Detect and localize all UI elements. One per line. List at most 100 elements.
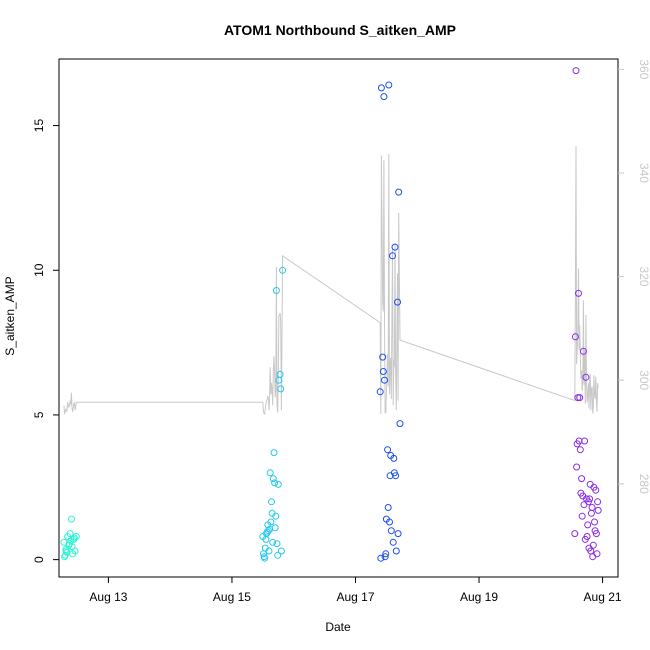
data-point [575,437,583,445]
data-point [395,188,403,196]
series-line [63,145,599,416]
data-point [380,93,388,101]
y2-tick-label: 280 [637,474,650,494]
plot-frame [58,58,619,578]
data-point [578,475,586,483]
data-point [571,530,579,538]
data-point [579,347,587,355]
data-point [265,547,273,555]
data-point-layer [60,67,602,562]
data-point [587,509,595,517]
data-point [379,368,387,375]
data-point [394,530,402,538]
y-tick-label: 0 [32,556,46,563]
data-point [580,501,588,509]
data-point [391,243,399,251]
data-point [593,550,601,558]
data-point [274,551,282,559]
data-point [572,67,580,75]
data-point [387,452,395,459]
data-point [576,446,584,454]
data-point [271,479,279,487]
x-tick-label: Aug 19 [460,590,498,604]
data-point [390,469,398,477]
data-point [585,544,593,552]
data-point [592,530,600,538]
data-point [584,521,592,529]
secondary-y-axis: 280 300 320 340 360 [618,59,650,494]
data-point [578,512,586,520]
data-point [582,373,590,381]
data-point [261,554,269,562]
data-point [594,506,602,514]
data-point [590,483,598,491]
data-point [386,518,393,526]
data-point [266,469,274,477]
data-point [271,524,279,532]
y-tick-label: 5 [32,411,46,418]
y-axis: 0 5 10 15 [32,119,59,563]
data-point [394,298,401,306]
data-point [377,554,385,562]
data-point [594,498,602,506]
data-point [377,84,385,92]
data-point [387,527,395,535]
data-point [381,376,388,384]
data-point [573,463,581,471]
data-point [274,480,282,488]
data-point [586,495,594,503]
data-point [589,541,597,549]
data-point [583,495,590,503]
y-tick-label: 10 [32,263,46,277]
x-tick-label: Aug 15 [213,590,251,604]
data-point [273,540,281,548]
data-point [270,449,278,457]
data-point [67,537,75,545]
data-point [389,252,396,260]
data-point [277,547,285,555]
x-tick-label: Aug 17 [336,590,374,604]
data-point [389,538,397,546]
data-point [267,518,275,526]
y2-tick-label: 360 [637,59,650,79]
x-tick-label: Aug 21 [584,590,622,604]
data-point [272,287,280,294]
chart-title: ATOM1 Northbound S_aitken_AMP [224,22,456,38]
data-point [588,504,596,511]
y-tick-label: 15 [32,119,46,133]
data-point [575,289,582,297]
data-point [384,446,392,454]
data-point [269,475,277,483]
data-point [589,553,597,561]
data-point [392,547,400,555]
data-point [266,525,274,533]
data-point [385,81,393,89]
data-point [276,370,284,378]
y2-tick-label: 340 [637,163,650,183]
data-point [268,509,276,517]
x-axis-label: Date [325,620,351,634]
series-line-layer [63,145,599,416]
data-point [260,550,267,558]
data-point [67,515,75,523]
data-point [571,333,579,341]
x-tick-label: Aug 13 [89,590,127,604]
y-axis-label: S_aitken_AMP [3,276,17,355]
data-point [264,527,272,535]
data-point [591,518,598,526]
data-point [268,498,275,506]
data-point [277,385,285,393]
data-point [382,550,390,558]
data-point [66,530,74,538]
data-point [376,388,384,396]
data-point [62,546,70,553]
data-point [269,538,277,546]
data-point [384,504,392,511]
data-point [379,353,387,361]
data-point [262,535,270,543]
data-point [279,266,287,274]
data-point [581,535,589,543]
x-axis: Aug 13 Aug 15 Aug 17 Aug 19 Aug 21 [89,577,622,604]
data-point [381,553,389,561]
data-point [396,420,404,428]
